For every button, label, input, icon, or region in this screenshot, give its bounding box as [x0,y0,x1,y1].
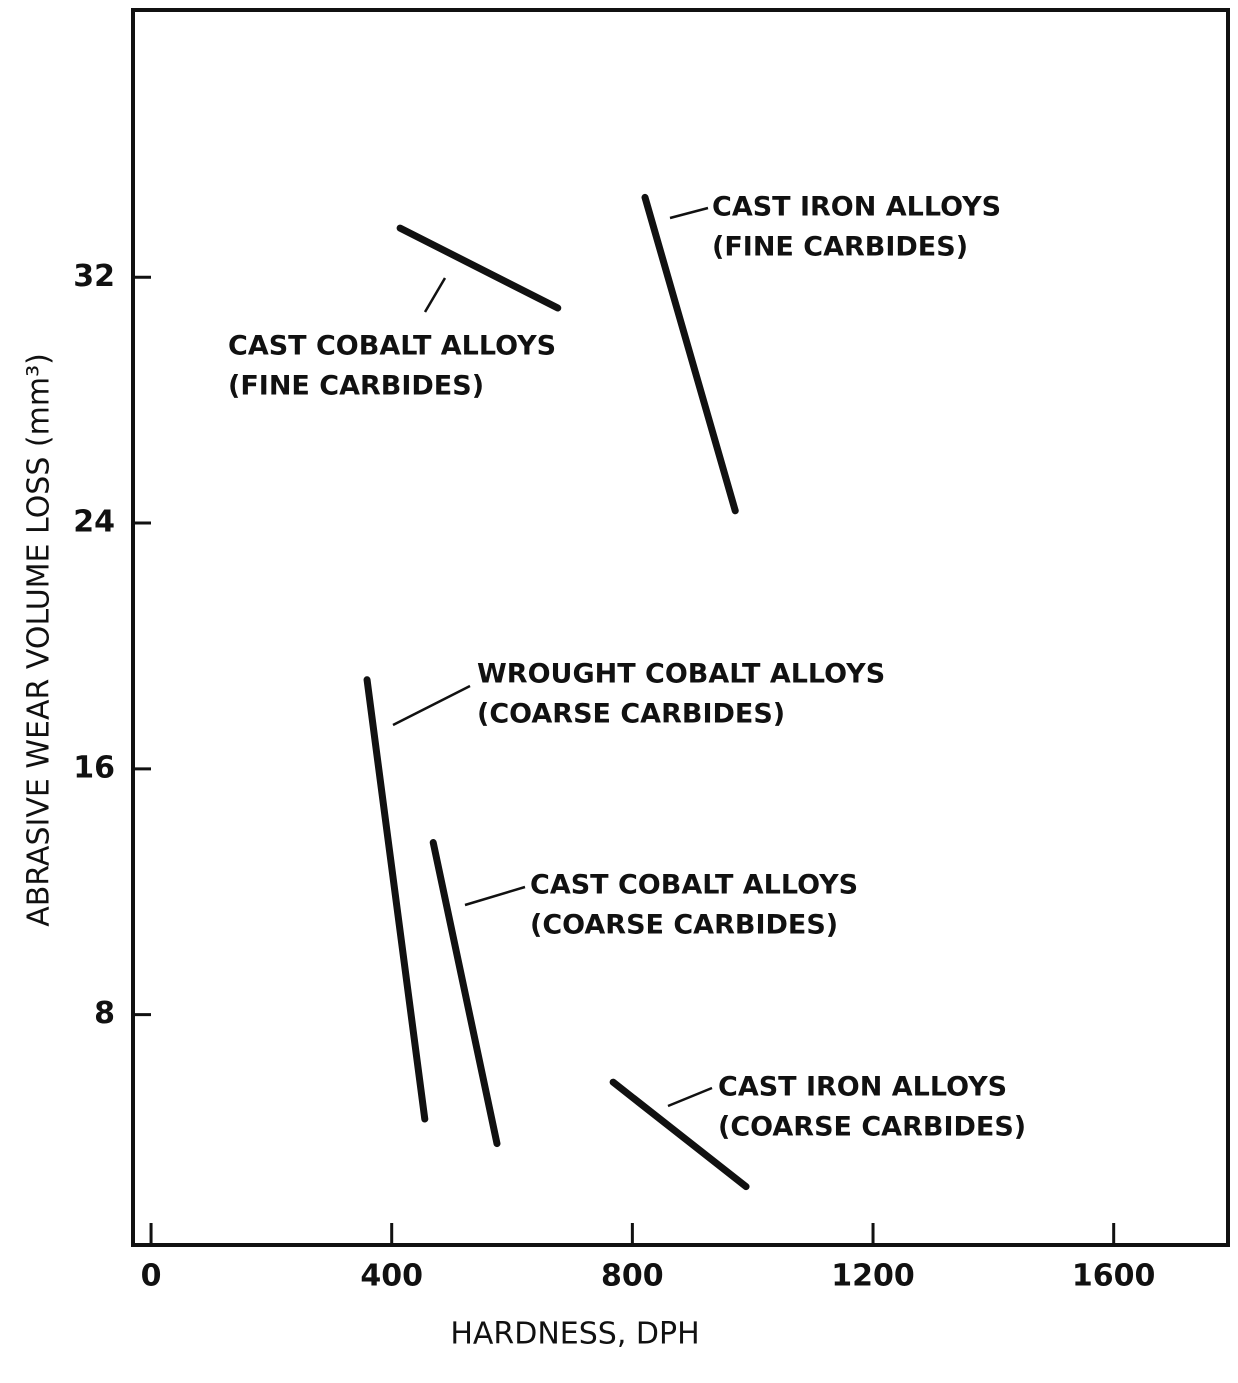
series-label: CAST IRON ALLOYS [718,1072,1007,1103]
y-tick-label: 32 [73,259,115,294]
series-label: CAST COBALT ALLOYS [530,870,858,901]
y-axis-label: ABRASIVE WEAR VOLUME LOSS (mm³) [22,353,57,927]
data-line [396,224,562,312]
x-tick-label: 400 [360,1259,423,1294]
x-axis-label: HARDNESS, DPH [450,1317,699,1352]
x-tick-label: 1200 [831,1259,915,1294]
x-tick-label: 1600 [1072,1259,1156,1294]
series-label: CAST COBALT ALLOYS [228,331,556,362]
leader-line [392,684,471,727]
leader-line [669,206,709,220]
data-line [609,1078,750,1191]
leader-line [423,277,447,313]
data-line [641,193,739,515]
series-label: WROUGHT COBALT ALLOYS [477,659,885,690]
leader-line [667,1086,713,1108]
series-detail: (COARSE CARBIDES) [477,699,785,730]
series-detail: (FINE CARBIDES) [228,371,484,402]
x-tick-label: 0 [141,1259,162,1294]
series-label: CAST IRON ALLOYS [712,192,1001,223]
y-tick-label: 16 [73,750,115,785]
data-line [363,676,429,1123]
series-detail: (COARSE CARBIDES) [718,1112,1026,1143]
y-tick-label: 8 [94,996,115,1031]
leader-line [464,885,526,907]
y-tick-label: 24 [73,505,115,540]
plot-frame [131,8,1230,1247]
series-detail: (COARSE CARBIDES) [530,910,838,941]
data-line [429,839,501,1148]
series-detail: (FINE CARBIDES) [712,232,968,263]
x-tick-label: 800 [601,1259,664,1294]
